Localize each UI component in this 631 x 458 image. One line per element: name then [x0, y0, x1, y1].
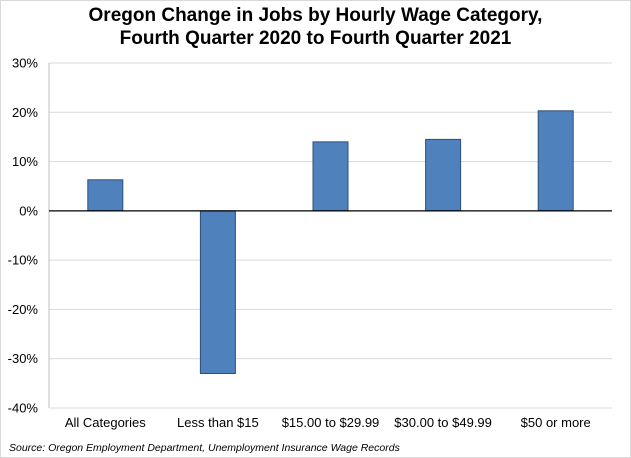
x-tick-label: $30.00 to $49.99 [394, 415, 492, 430]
y-tick-label: -20% [8, 302, 39, 317]
bar [312, 141, 349, 212]
chart-title: Oregon Change in Jobs by Hourly Wage Cat… [1, 4, 630, 50]
bar [199, 210, 236, 374]
bar [537, 110, 574, 212]
y-tick-label: 10% [12, 154, 38, 169]
bar-chart: 30% 20% 10% 0% -10% -20% -30% -40% All Categorie… [8, 56, 612, 430]
y-tick-label: 0% [19, 203, 38, 218]
x-tick-label: $15.00 to $29.99 [282, 415, 380, 430]
y-tick-label: -10% [8, 253, 39, 268]
x-tick-label: Less than $15 [177, 415, 259, 430]
bar [87, 179, 124, 212]
source-note: Source: Oregon Employment Department, Un… [9, 442, 400, 454]
y-tick-label: -30% [8, 351, 39, 366]
bar [425, 138, 462, 212]
chart-title-line-1: Oregon Change in Jobs by Hourly Wage Cat… [88, 5, 543, 26]
x-tick-label: $50 or more [521, 415, 591, 430]
x-tick-label: All Categories [65, 415, 146, 430]
y-tick-label: 20% [12, 105, 38, 120]
chart-title-line-2: Fourth Quarter 2020 to Fourth Quarter 20… [119, 28, 512, 49]
y-tick-label: -40% [8, 401, 39, 416]
y-tick-label: 30% [12, 56, 38, 71]
